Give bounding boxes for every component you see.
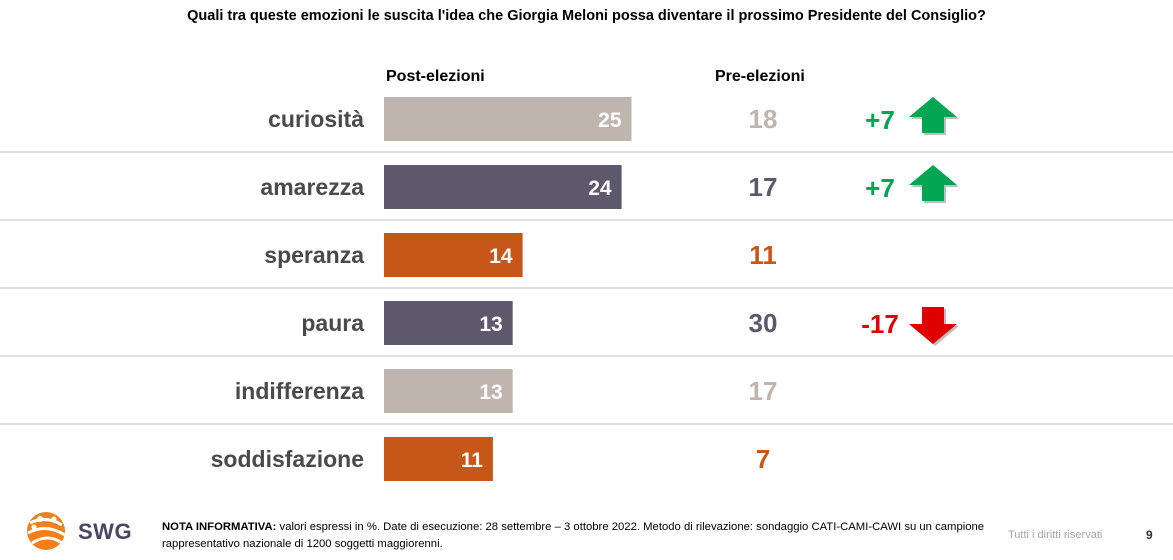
pre-elezioni-value: 11 bbox=[749, 240, 777, 270]
swg-logo-text: SWG bbox=[78, 519, 133, 544]
pre-elezioni-value: 18 bbox=[749, 104, 778, 134]
pre-elezioni-value: 7 bbox=[756, 444, 770, 474]
pre-elezioni-value: 17 bbox=[749, 172, 778, 202]
bar-post-elezioni bbox=[384, 369, 513, 413]
bar-post-elezioni bbox=[384, 233, 523, 277]
bar-post-elezioni bbox=[384, 165, 622, 209]
rights-text: Tutti i diritti riservati bbox=[1008, 529, 1103, 541]
difference-label: -17 bbox=[861, 309, 899, 339]
swg-logo bbox=[20, 507, 140, 553]
category-label: indifferenza bbox=[235, 378, 364, 404]
category-label: paura bbox=[301, 310, 364, 336]
post-elezioni-header: Post-elezioni bbox=[386, 68, 485, 85]
bar-chart: curiosità 25 18 +7 amarezza 24 17 +7 speranza 14 1… bbox=[0, 97, 1173, 481]
category-label: curiosità bbox=[268, 106, 364, 132]
pre-elezioni-value: 30 bbox=[749, 308, 778, 338]
note-label: NOTA INFORMATIVA: bbox=[162, 521, 277, 533]
bar-post-elezioni bbox=[384, 301, 513, 345]
category-label: amarezza bbox=[260, 174, 364, 200]
arrow-down-icon bbox=[909, 307, 957, 344]
bar-post-elezioni bbox=[384, 437, 493, 481]
note-text: valori espressi in %. Date di esecuzione… bbox=[162, 521, 985, 550]
difference-label: +7 bbox=[865, 173, 895, 203]
bar-value-label: 14 bbox=[489, 245, 513, 268]
chart-title: Quali tra queste emozioni le suscita l'i… bbox=[187, 8, 986, 24]
arrow-up-icon bbox=[909, 97, 957, 133]
arrow-up-icon bbox=[909, 165, 957, 201]
bar-value-label: 13 bbox=[479, 381, 502, 404]
pre-elezioni-value: 17 bbox=[749, 376, 778, 406]
difference-label: +7 bbox=[865, 105, 895, 135]
swg-globe-icon bbox=[27, 512, 66, 550]
bar-post-elezioni bbox=[384, 97, 632, 141]
bar-value-label: 25 bbox=[598, 109, 622, 132]
category-label: soddisfazione bbox=[211, 446, 364, 472]
pre-elezioni-header: Pre-elezioni bbox=[715, 68, 805, 85]
bar-value-label: 24 bbox=[588, 177, 612, 200]
footer-note: NOTA INFORMATIVA: valori espressi in %. … bbox=[162, 519, 1002, 553]
page-number: 9 bbox=[1146, 528, 1153, 542]
bar-value-label: 11 bbox=[461, 449, 484, 472]
category-label: speranza bbox=[264, 242, 364, 268]
bar-value-label: 13 bbox=[479, 313, 502, 336]
